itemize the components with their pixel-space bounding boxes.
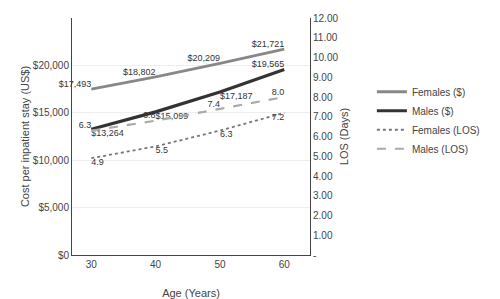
- svg-text:6.00: 6.00: [313, 131, 333, 142]
- svg-text:$15,000: $15,000: [33, 107, 70, 118]
- svg-text:Females ($): Females ($): [412, 87, 465, 98]
- svg-text:50: 50: [214, 259, 226, 270]
- svg-text:60: 60: [279, 259, 291, 270]
- svg-text:9.00: 9.00: [313, 72, 333, 83]
- svg-text:$20,209: $20,209: [187, 53, 220, 63]
- svg-text:7.2: 7.2: [272, 112, 285, 122]
- svg-text:5.5: 5.5: [156, 145, 169, 155]
- svg-text:$21,721: $21,721: [252, 39, 285, 49]
- svg-text:-: -: [313, 250, 316, 261]
- svg-text:40: 40: [150, 259, 162, 270]
- svg-text:1.00: 1.00: [313, 230, 333, 241]
- svg-text:$5,000: $5,000: [38, 202, 69, 213]
- svg-text:$10,000: $10,000: [33, 155, 70, 166]
- svg-text:$0: $0: [58, 250, 70, 261]
- svg-text:8.00: 8.00: [313, 92, 333, 103]
- svg-text:6.8: 6.8: [143, 110, 156, 120]
- svg-text:Males (LOS): Males (LOS): [412, 144, 468, 155]
- svg-text:6.3: 6.3: [79, 120, 92, 130]
- svg-text:30: 30: [86, 259, 98, 270]
- svg-text:$19,565: $19,565: [252, 59, 285, 69]
- svg-text:$20,000: $20,000: [33, 60, 70, 71]
- svg-text:2.00: 2.00: [313, 210, 333, 221]
- svg-text:5.00: 5.00: [313, 151, 333, 162]
- svg-text:Cost per inpatient stay (US$): Cost per inpatient stay (US$): [19, 66, 31, 207]
- svg-text:7.4: 7.4: [207, 99, 220, 109]
- svg-text:4.9: 4.9: [91, 157, 104, 167]
- svg-text:8.0: 8.0: [272, 87, 285, 97]
- svg-text:$13,264: $13,264: [91, 128, 124, 138]
- svg-text:$17,493: $17,493: [59, 79, 92, 89]
- svg-text:Males ($): Males ($): [412, 106, 454, 117]
- svg-text:7.00: 7.00: [313, 111, 333, 122]
- svg-text:10.00: 10.00: [313, 52, 338, 63]
- svg-text:11.00: 11.00: [313, 32, 338, 43]
- svg-text:Females (LOS): Females (LOS): [412, 125, 480, 136]
- svg-text:3.00: 3.00: [313, 190, 333, 201]
- svg-text:6.3: 6.3: [220, 129, 233, 139]
- svg-text:Age (Years): Age (Years): [162, 287, 220, 299]
- svg-text:$18,802: $18,802: [123, 67, 156, 77]
- svg-text:$17,187: $17,187: [220, 91, 253, 101]
- svg-text:$15,099: $15,099: [156, 111, 189, 121]
- svg-text:LOS (Days): LOS (Days): [338, 108, 350, 165]
- svg-text:12.00: 12.00: [313, 13, 338, 24]
- svg-text:4.00: 4.00: [313, 171, 333, 182]
